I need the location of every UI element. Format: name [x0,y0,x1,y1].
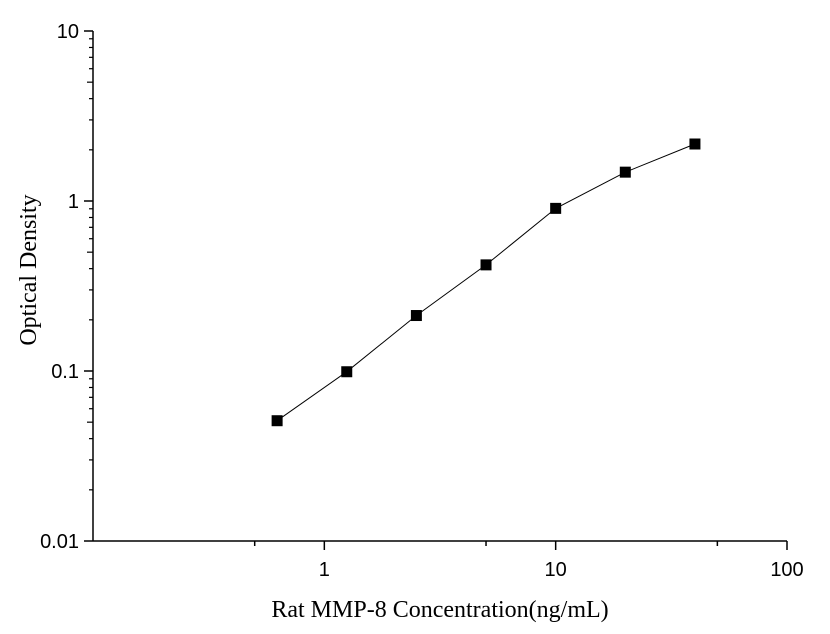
y-axis-ticks: 0.01 0.1 1 10 [40,21,93,553]
x-tick-label: 1 [319,559,330,581]
y-tick-label: 0.01 [40,531,79,553]
series-line [276,143,696,422]
data-point [271,415,283,427]
data-point [410,310,422,322]
x-tick-label: 100 [770,559,803,581]
y-axis-title: Optical Density [16,194,42,345]
x-tick-label: 10 [545,559,567,581]
y-tick-label: 10 [57,21,79,43]
x-axis-title: Rat MMP-8 Concentration(ng/mL) [271,597,608,623]
y-tick-label: 0.1 [51,361,79,383]
x-axis-ticks: 1 10 100 [253,541,804,581]
plot-frame [92,31,787,542]
y-tick-label: 1 [68,191,79,213]
data-point [689,138,701,150]
data-point [480,259,492,271]
series-layer [271,138,701,427]
data-point [341,366,353,378]
data-point [619,166,631,178]
data-point [550,202,562,214]
